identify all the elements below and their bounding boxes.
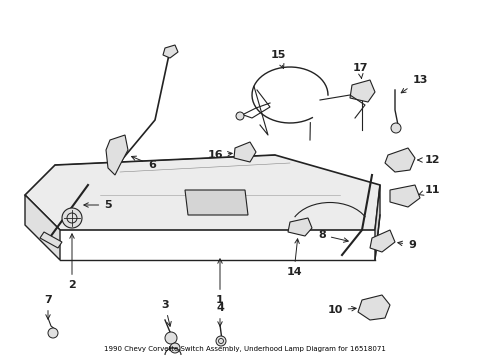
Text: 1990 Chevy Corvette Switch Assembly, Underhood Lamp Diagram for 16518071: 1990 Chevy Corvette Switch Assembly, Und…: [104, 346, 386, 352]
Polygon shape: [350, 80, 375, 102]
Text: 3: 3: [161, 300, 171, 326]
Polygon shape: [234, 142, 256, 162]
Circle shape: [62, 208, 82, 228]
Text: 11: 11: [418, 185, 440, 195]
Text: 17: 17: [352, 63, 368, 78]
Circle shape: [170, 343, 180, 353]
Polygon shape: [390, 185, 420, 207]
Text: 5: 5: [84, 200, 112, 210]
Text: 16: 16: [207, 150, 232, 160]
Circle shape: [165, 332, 177, 344]
Text: 7: 7: [44, 295, 52, 319]
Text: 8: 8: [318, 230, 348, 242]
Circle shape: [216, 336, 226, 346]
Circle shape: [391, 123, 401, 133]
Circle shape: [236, 112, 244, 120]
Polygon shape: [163, 45, 178, 58]
Polygon shape: [288, 218, 312, 236]
Polygon shape: [375, 185, 380, 260]
Polygon shape: [25, 195, 60, 260]
Text: 9: 9: [398, 240, 416, 250]
Text: 4: 4: [216, 303, 224, 326]
Polygon shape: [370, 230, 395, 252]
Text: 14: 14: [286, 239, 302, 277]
Text: 1: 1: [216, 259, 224, 305]
Polygon shape: [358, 295, 390, 320]
Polygon shape: [25, 155, 380, 230]
Polygon shape: [106, 135, 128, 175]
Polygon shape: [385, 148, 415, 172]
Polygon shape: [185, 190, 248, 215]
Text: 13: 13: [401, 75, 428, 93]
Polygon shape: [40, 232, 62, 248]
Circle shape: [48, 328, 58, 338]
Text: 6: 6: [132, 156, 156, 170]
Text: 12: 12: [418, 155, 440, 165]
Text: 10: 10: [327, 305, 356, 315]
Text: 2: 2: [68, 234, 76, 290]
Text: 15: 15: [270, 50, 286, 68]
